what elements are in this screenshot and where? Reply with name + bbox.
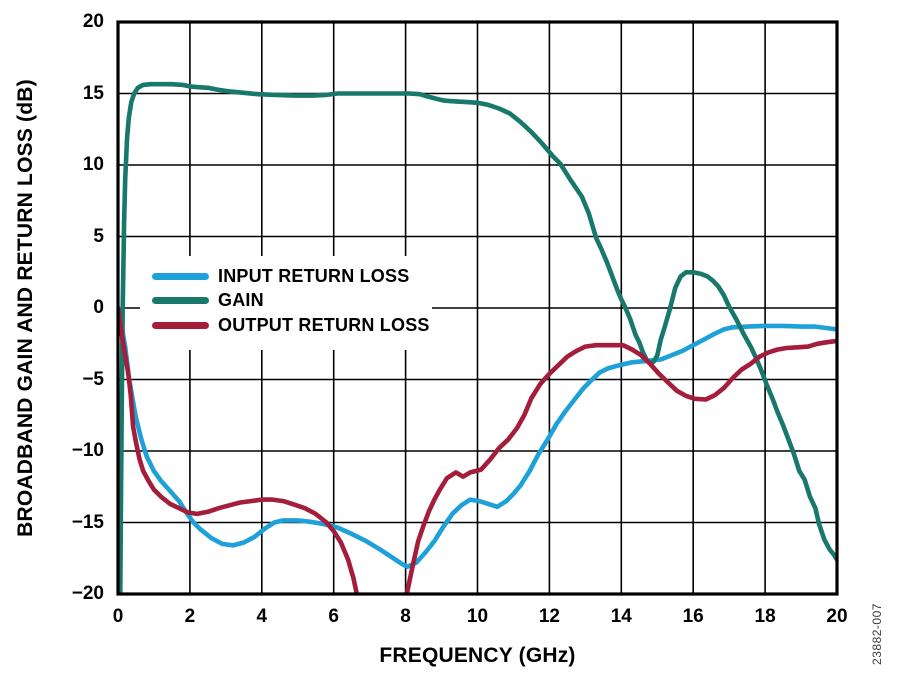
x-tick-label: 8 xyxy=(400,606,411,627)
x-tick-label: 16 xyxy=(682,606,704,627)
legend-line-swatch-teal xyxy=(152,297,209,305)
legend-label: OUTPUT RETURN LOSS xyxy=(218,314,430,335)
legend-item-gain: GAIN xyxy=(152,289,430,314)
y-tick-label: 10 xyxy=(82,154,104,175)
legend-line-swatch-red xyxy=(152,321,209,329)
legend-label: INPUT RETURN LOSS xyxy=(218,265,410,286)
legend-item-output-return-loss: OUTPUT RETURN LOSS xyxy=(152,313,430,338)
plot-border xyxy=(116,20,839,596)
y-tick-label: −15 xyxy=(71,511,104,533)
x-tick-label: 6 xyxy=(328,606,339,627)
y-tick-label: 5 xyxy=(93,225,104,247)
curve-output-return-loss xyxy=(118,305,837,594)
x-tick-label: 4 xyxy=(256,606,268,627)
x-tick-label: 12 xyxy=(538,606,560,627)
y-tick-label: 20 xyxy=(82,11,104,32)
x-tick-label: 14 xyxy=(610,606,632,627)
legend-item-input-return-loss: INPUT RETURN LOSS xyxy=(152,264,430,289)
y-tick-label: −20 xyxy=(71,583,104,604)
x-tick-label: 0 xyxy=(112,606,124,627)
x-tick-label: 2 xyxy=(184,606,196,627)
x-tick-label: 20 xyxy=(826,606,848,627)
curves xyxy=(118,81,837,594)
legend: INPUT RETURN LOSS GAIN OUTPUT RETURN LOS… xyxy=(152,264,430,338)
y-tick-label: −10 xyxy=(71,440,104,461)
x-tick-label: 10 xyxy=(466,606,489,627)
y-tick-label: −5 xyxy=(82,368,104,390)
x-axis-title: FREQUENCY (GHz) xyxy=(379,644,576,667)
y-tick-label: 15 xyxy=(82,82,104,104)
legend-line-swatch-blue xyxy=(152,272,209,280)
y-tick-label: 0 xyxy=(93,297,104,318)
legend-label: GAIN xyxy=(218,290,264,311)
figure-number: 23882-007 xyxy=(870,603,884,665)
x-tick-label: 18 xyxy=(754,606,776,627)
